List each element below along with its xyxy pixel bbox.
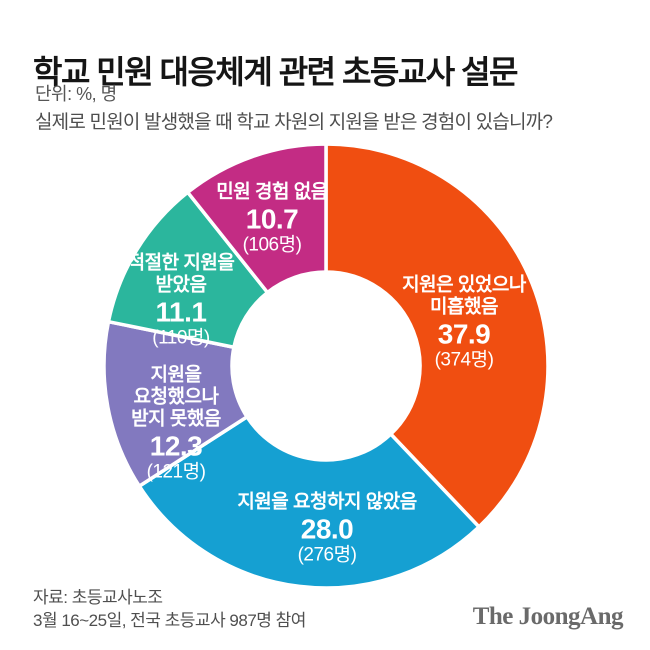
segment-label-line: 지원은 있었으나: [402, 274, 526, 296]
footer-source-block: 자료: 초등교사노조 3월 16~25일, 전국 초등교사 987명 참여: [33, 586, 306, 632]
donut-segment-4: [185, 142, 328, 295]
segment-count: (110명): [152, 327, 210, 349]
segment-value: 28.0: [300, 513, 354, 545]
segment-count: (374명): [434, 349, 494, 371]
donut-segment-2: [102, 319, 249, 488]
survey-info-text: 3월 16~25일, 전국 초등교사 987명 참여: [33, 611, 306, 630]
publisher-logo: The JoongAng: [472, 603, 624, 630]
segment-label-line: 적절한 지원을: [127, 252, 235, 274]
segment-count: (121명): [146, 461, 206, 483]
segment-label-line: 지원을: [150, 364, 202, 386]
source-text: 자료: 초등교사노조: [33, 588, 163, 607]
unit-label: 단위: %, 명: [35, 84, 117, 104]
donut-segment-0: [324, 142, 550, 529]
segment-label-line: 지원을 요청하지 않았음: [237, 491, 417, 513]
donut-segment-1: [137, 415, 481, 590]
segment-count: (106명): [242, 234, 302, 256]
segment-label-3: 적절한 지원을 받았음 11.1 (110명): [128, 253, 235, 350]
segment-label-0: 지원은 있었으나 미흡했음 37.9 (374명): [402, 275, 526, 372]
segment-value: 37.9: [437, 318, 491, 350]
segment-label-line: 요청했으나: [133, 386, 219, 408]
segment-value: 12.3: [149, 430, 203, 462]
segment-label-2: 지원을 요청했으나 받지 못했음 12.3 (121명): [131, 365, 221, 484]
segment-label-1: 지원을 요청하지 않았음 28.0 (276명): [237, 491, 417, 567]
segment-label-line: 민원 경험 없음: [216, 181, 328, 203]
page-title: 학교 민원 대응체계 관련 초등교사 설문: [33, 54, 519, 91]
segment-label-line: 받지 못했음: [131, 408, 221, 430]
segment-value: 10.7: [245, 203, 299, 235]
segment-label-4: 민원 경험 없음 10.7 (106명): [216, 181, 328, 257]
segment-label-line: 미흡했음: [430, 296, 498, 318]
segment-count: (276명): [297, 544, 357, 566]
survey-question: 실제로 민원이 발생했을 때 학교 차원의 지원을 받은 경험이 있습니까?: [35, 112, 553, 133]
segment-label-line: 받았음: [155, 274, 207, 296]
segment-value: 11.1: [155, 296, 207, 328]
